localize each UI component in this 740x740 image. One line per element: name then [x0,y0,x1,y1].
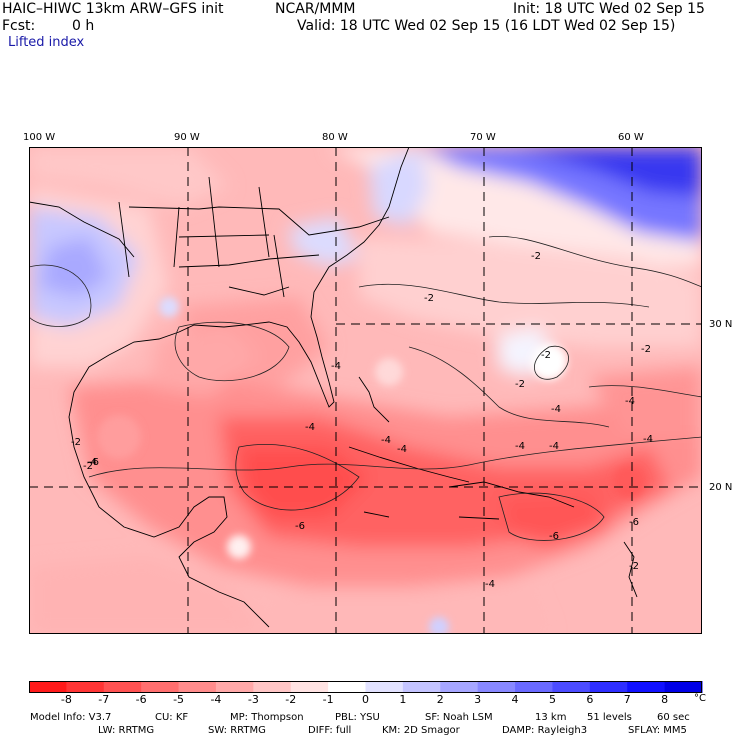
colorbar-swatch [402,681,441,693]
footer-diff: DIFF: full [308,725,352,736]
colorbar-tick-label: 0 [362,693,369,706]
footer-damp: DAMP: Rayleigh3 [502,725,588,736]
contour-label: -2 [424,293,434,304]
colorbar-swatch [253,681,292,693]
colorbar-tick-label: 5 [548,693,556,706]
contour-lines [29,235,702,541]
coastlines [29,147,638,628]
lifted-index-map: -2 -2 -2 -2 -2 -2 -2 -2 -4 -4 -4 -4 -4 -… [29,147,702,634]
colorbar-swatch [103,681,142,693]
footer-lw: LW: RRTMG [98,725,155,736]
footer-sf: SF: Noah LSM [425,712,493,723]
colorbar-swatch [477,681,516,693]
colorbar-swatch [440,681,479,693]
colorbar-unit: °C [694,693,706,704]
lon-label-90w: 90 W [174,132,200,143]
colorbar-tick-label: -5 [173,693,185,706]
colorbar-tick-label: 2 [436,693,444,706]
colorbar-tick-label: -1 [322,693,334,706]
footer-levels: 51 levels [587,712,632,723]
contour-label: -4 [305,422,315,433]
colorbar-swatch [290,681,329,693]
colorbar [29,681,703,693]
contour-label: -4 [331,361,341,372]
lon-label-80w: 80 W [322,132,348,143]
model-title: HAIC–HIWC 13km ARW–GFS init [2,1,224,17]
colorbar-tick-label: -6 [135,693,147,706]
map-frame [29,147,702,634]
footer-res: 13 km [535,712,567,723]
contour-label: -4 [515,441,525,452]
contour-label: -2 [83,461,93,472]
field-detail [97,297,645,634]
contour-label: -2 [515,379,525,390]
contour-label: -6 [549,531,559,542]
contour-label: -6 [295,521,305,532]
contour-label: -4 [643,434,653,445]
contour-label: -6 [629,517,639,528]
contour-label-group: -2 -2 -2 -2 -2 -2 -2 -2 -4 -4 -4 -4 -4 -… [71,251,653,590]
footer-sw: SW: RRTMG [208,725,266,736]
colorbar-swatch [328,681,366,693]
init-time: Init: 18 UTC Wed 02 Sep 15 [513,1,705,17]
contour-label: -4 [397,444,407,455]
colorbar-swatch [141,681,180,693]
lon-label-70w: 70 W [470,132,496,143]
contour-label: -6 [89,457,99,468]
colorbar-border [29,681,702,693]
footer-timestep: 60 sec [657,712,690,723]
colorbar-swatch [515,681,553,693]
colorbar-swatch [215,681,254,693]
fcst-value: 0 h [72,18,95,34]
contour-label: -4 [549,441,559,452]
lat-lon-grid [29,147,702,634]
fcst-label: Fcst: [2,18,36,34]
colorbar-swatch [178,681,217,693]
footer-km: KM: 2D Smagor [382,725,460,736]
colorbar-swatch [627,681,666,693]
colorbar-swatch [365,681,404,693]
colorbar-tick-label: -7 [98,693,110,706]
org-label: NCAR/MMM [275,1,356,17]
colorbar-swatch [66,681,105,693]
colorbar-swatch [589,681,628,693]
contour-label: -2 [541,350,551,361]
colorbar-tick-label: -4 [210,693,222,706]
colorbar-tick-label: 1 [399,693,407,706]
contour-label: -2 [641,344,651,355]
contour-label: -4 [87,457,97,468]
colorbar-swatch [552,681,591,693]
lat-label-20n: 20 N [709,482,733,493]
footer-sflay: SFLAY: MM5 [628,725,687,736]
field-name: Lifted index [8,35,85,50]
contour-label: -4 [625,396,635,407]
footer-pbl: PBL: YSU [335,712,380,723]
colorbar-swatch [29,681,67,693]
colorbar-tick-label: -8 [60,693,72,706]
colorbar-tick-label: 4 [511,693,519,706]
lon-label-100w: 100 W [23,132,56,143]
footer-mp: MP: Thompson [230,712,304,723]
colorbar-tick-label: -3 [247,693,259,706]
colorbar-swatch [664,681,703,693]
colorbar-tick-label: -2 [285,693,297,706]
contour-label: -4 [551,404,561,415]
contour-label: -4 [485,579,495,590]
valid-time: Valid: 18 UTC Wed 02 Sep 15 (16 LDT Wed … [297,18,676,34]
colorbar-tick-label: 3 [474,693,482,706]
contour-label: -2 [531,251,541,262]
colorbar-tick-label: 6 [586,693,594,706]
contour-label: -2 [629,561,639,572]
lon-label-60w: 60 W [618,132,644,143]
contour-label: -4 [381,435,391,446]
lat-label-30n: 30 N [709,319,733,330]
colorbar-tick-label: 8 [661,693,669,706]
footer-model-info: Model Info: V3.7 [30,712,112,723]
colorbar-tick-label: 7 [623,693,631,706]
contour-label: -2 [71,437,81,448]
footer-cu: CU: KF [155,712,189,723]
